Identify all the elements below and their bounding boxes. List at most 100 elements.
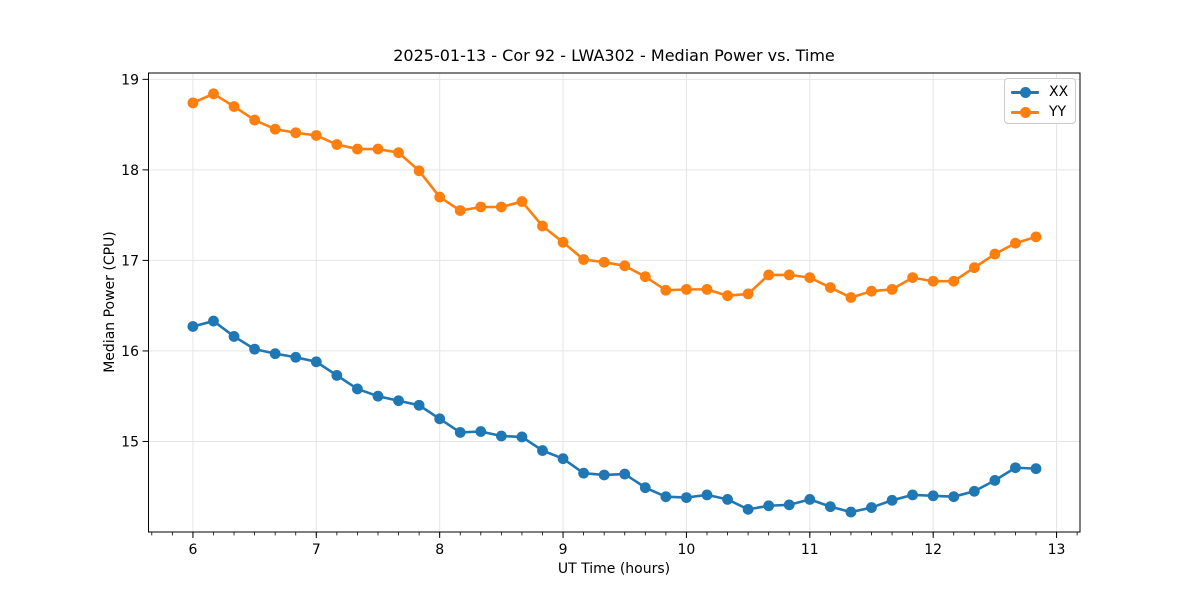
series-marker-YY — [557, 236, 569, 248]
series-marker-YY — [722, 290, 733, 302]
series-marker-YY — [660, 284, 672, 296]
y-tick-label: 18 — [121, 163, 139, 179]
series-marker-YY — [824, 282, 836, 293]
series-marker-YY — [927, 275, 939, 287]
series-marker-XX — [968, 485, 980, 497]
series-marker-YY — [742, 288, 754, 300]
x-tick-label: 9 — [559, 542, 568, 558]
series-marker-YY — [989, 248, 1001, 260]
series-marker-YY — [475, 201, 487, 213]
series-line-YY — [192, 92, 1037, 299]
series-marker-XX — [989, 474, 1001, 486]
series-marker-YY — [372, 143, 384, 155]
series-marker-XX — [866, 502, 877, 513]
series-marker-YY — [537, 220, 548, 232]
series-marker-XX — [331, 369, 343, 381]
series-marker-YY — [701, 283, 713, 295]
series-marker-XX — [619, 468, 631, 480]
series-marker-XX — [927, 490, 939, 502]
series-marker-XX — [475, 426, 487, 437]
series-marker-YY — [619, 260, 631, 272]
series-marker-YY — [804, 272, 816, 284]
series-marker-YY — [681, 283, 692, 295]
series-marker-XX — [639, 482, 651, 494]
series-marker-XX — [660, 491, 672, 503]
series-marker-XX — [434, 413, 446, 425]
series-marker-YY — [269, 123, 281, 135]
y-tick-label: 16 — [121, 344, 139, 360]
x-tick-label: 12 — [924, 542, 942, 558]
series-marker-YY — [454, 205, 466, 217]
legend-marker-icon — [1019, 86, 1031, 98]
series-marker-XX — [1030, 463, 1042, 475]
series-marker-XX — [393, 395, 404, 407]
series-marker-XX — [948, 491, 960, 503]
series-marker-YY — [187, 97, 199, 109]
series-marker-YY — [249, 114, 261, 126]
series-marker-XX — [413, 399, 425, 411]
legend-item-label: YY — [1049, 104, 1067, 120]
legend-sample — [1011, 106, 1039, 118]
series-marker-XX — [372, 390, 384, 402]
series-marker-XX — [681, 492, 692, 503]
series-marker-YY — [228, 101, 240, 112]
series-marker-XX — [310, 356, 322, 368]
series-marker-YY — [598, 256, 610, 268]
legend-marker-icon — [1019, 106, 1031, 118]
series-marker-XX — [907, 489, 919, 501]
series-marker-YY — [907, 272, 919, 284]
series-marker-YY — [434, 191, 446, 203]
y-tick-label: 19 — [121, 72, 139, 88]
series-marker-XX — [454, 427, 466, 438]
legend-item-XX: XX — [1011, 82, 1075, 102]
x-tick-label: 13 — [1048, 542, 1066, 558]
series-marker-XX — [742, 503, 754, 515]
x-tick-label: 7 — [312, 542, 321, 558]
series-marker-XX — [516, 431, 528, 443]
series-marker-XX — [804, 494, 816, 505]
series-marker-YY — [948, 275, 960, 287]
x-tick-label: 8 — [435, 542, 444, 558]
series-marker-XX — [208, 315, 219, 327]
series-marker-XX — [557, 453, 569, 465]
series-marker-YY — [290, 127, 302, 139]
plot-border — [148, 72, 1081, 533]
x-tick-label: 10 — [678, 542, 696, 558]
series-marker-YY — [968, 262, 980, 274]
series-marker-XX — [269, 348, 281, 360]
series-marker-XX — [783, 499, 795, 511]
series-marker-XX — [249, 343, 261, 355]
series-marker-YY — [763, 269, 775, 281]
legend-sample — [1011, 86, 1039, 98]
series-marker-XX — [886, 494, 898, 506]
legend-item-YY: YY — [1011, 102, 1075, 122]
series-marker-YY — [352, 143, 363, 155]
series-marker-YY — [783, 269, 795, 281]
series-marker-XX — [598, 469, 610, 481]
series-marker-XX — [187, 321, 199, 332]
series-marker-XX — [537, 445, 548, 456]
series-marker-YY — [516, 196, 528, 207]
x-tick-label: 6 — [188, 542, 197, 558]
series-marker-XX — [845, 506, 857, 518]
series-marker-XX — [228, 331, 240, 342]
x-tick-label: 11 — [801, 542, 819, 558]
series-marker-YY — [845, 292, 857, 303]
series-marker-YY — [1030, 231, 1042, 243]
series-marker-YY — [886, 283, 898, 295]
series-marker-YY — [208, 88, 219, 100]
series-marker-YY — [413, 165, 425, 177]
series-marker-YY — [1010, 237, 1021, 249]
series-marker-XX — [701, 489, 713, 501]
legend-item-label: XX — [1049, 84, 1069, 100]
series-marker-XX — [578, 467, 590, 479]
y-tick-label: 15 — [121, 434, 139, 450]
series-marker-XX — [352, 383, 363, 395]
series-marker-XX — [1010, 462, 1021, 474]
series-marker-YY — [331, 139, 343, 150]
legend: XX YY — [1004, 78, 1076, 124]
series-marker-XX — [495, 430, 507, 442]
y-axis-label: Median Power (CPU) — [102, 231, 118, 373]
